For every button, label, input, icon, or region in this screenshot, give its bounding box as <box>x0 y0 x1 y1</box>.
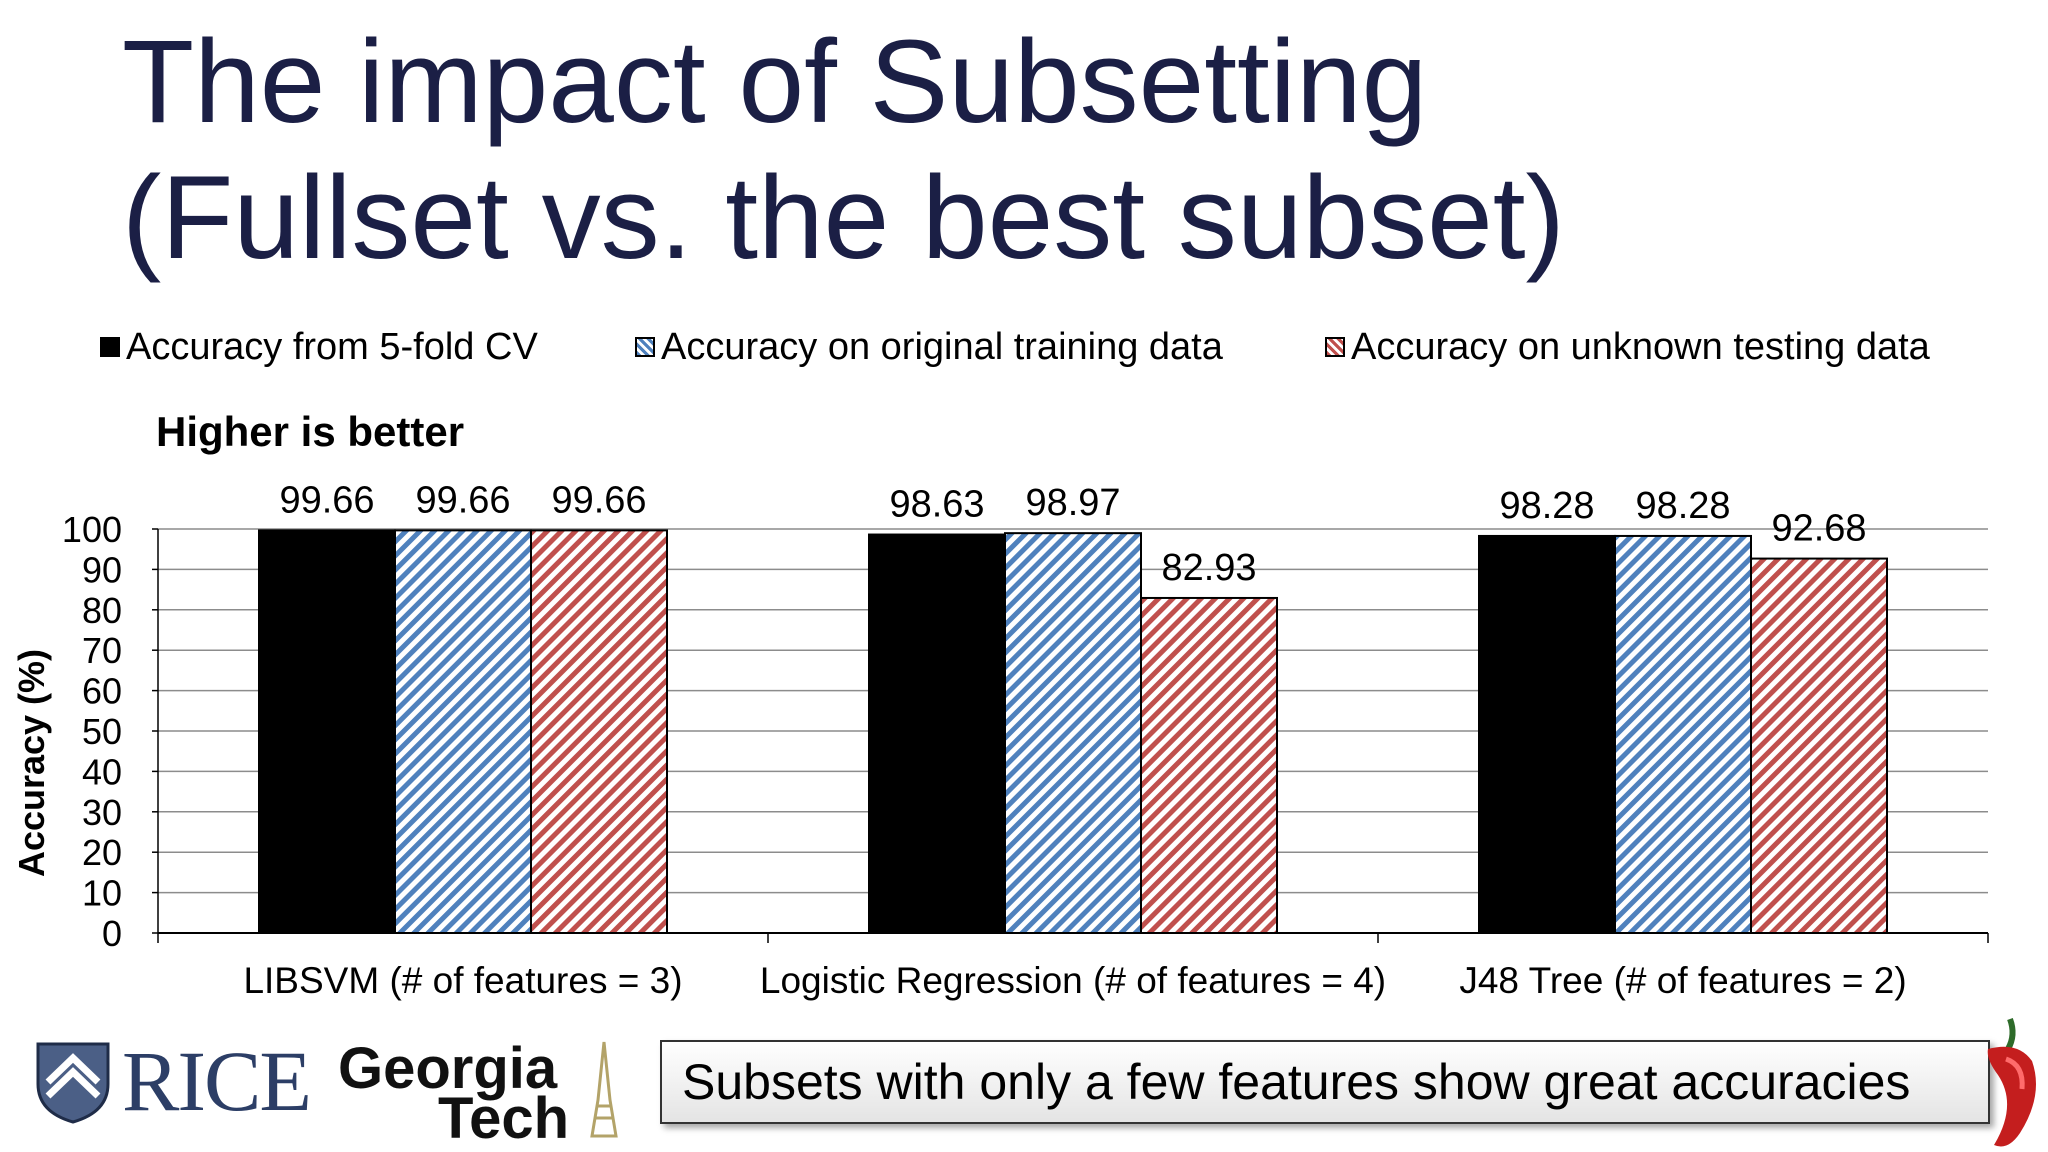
rice-logo-text: RICE <box>122 1033 312 1129</box>
tower-icon <box>590 1041 618 1138</box>
x-category-label: LIBSVM (# of features = 3) <box>243 960 682 1001</box>
bar <box>394 529 532 934</box>
y-tick-label: 100 <box>62 509 122 550</box>
gt-logo-line2: Tech <box>438 1086 570 1151</box>
pepper-icon <box>1987 1017 2036 1147</box>
data-label: 92.68 <box>1771 508 1866 550</box>
gt-logo-line1: Georgia <box>338 1036 558 1101</box>
y-tick-label: 70 <box>82 630 122 671</box>
data-label: 99.66 <box>551 479 646 521</box>
bar <box>1750 557 1888 934</box>
bar <box>868 533 1006 934</box>
legend-swatch-cv <box>100 337 120 357</box>
data-label: 98.28 <box>1635 485 1730 527</box>
chart-subtitle: Higher is better <box>156 408 464 455</box>
legend-swatch-training <box>635 337 655 357</box>
bar <box>1140 596 1278 935</box>
shield-icon <box>36 1042 110 1124</box>
rice-logo: RICE <box>30 1038 320 1124</box>
slide-title-line1: The impact of Subsetting <box>122 16 1428 148</box>
bar <box>1478 534 1616 934</box>
legend-item-training: Accuracy on original training data <box>635 325 1223 369</box>
georgia-tech-logo: Georgia Tech <box>338 1036 638 1148</box>
data-label: 99.66 <box>279 479 374 521</box>
data-label: 99.66 <box>415 479 510 521</box>
chart-legend: Accuracy from 5-fold CV Accuracy on orig… <box>100 325 1980 369</box>
y-axis-label: Accuracy (%) <box>11 649 52 877</box>
callout-box: Subsets with only a few features show gr… <box>660 1040 1990 1124</box>
y-tick-label: 30 <box>82 792 122 833</box>
y-tick-label: 0 <box>102 913 122 954</box>
legend-label-testing: Accuracy on unknown testing data <box>1351 326 1930 368</box>
y-tick-label: 40 <box>82 751 122 792</box>
legend-item-cv: Accuracy from 5-fold CV <box>100 325 538 369</box>
y-tick-label: 60 <box>82 671 122 712</box>
bar <box>258 529 396 934</box>
y-tick-label: 20 <box>82 832 122 873</box>
x-category-label: J48 Tree (# of features = 2) <box>1459 960 1906 1001</box>
slide-title: The impact of Subsetting (Fullset vs. th… <box>122 14 1565 286</box>
data-label: 98.28 <box>1499 485 1594 527</box>
legend-swatch-testing <box>1325 337 1345 357</box>
legend-label-training: Accuracy on original training data <box>661 326 1223 368</box>
bar <box>530 529 668 934</box>
y-tick-label: 90 <box>82 549 122 590</box>
callout-text: Subsets with only a few features show gr… <box>682 1054 1911 1110</box>
y-tick-label: 10 <box>82 873 122 914</box>
y-tick-label: 80 <box>82 590 122 631</box>
bar <box>1614 534 1752 934</box>
bar <box>1004 532 1142 934</box>
legend-item-testing: Accuracy on unknown testing data <box>1325 325 1930 369</box>
data-label: 82.93 <box>1161 547 1256 589</box>
x-category-label: Logistic Regression (# of features = 4) <box>760 960 1386 1001</box>
legend-label-cv: Accuracy from 5-fold CV <box>126 326 538 368</box>
data-label: 98.63 <box>889 484 984 526</box>
data-label: 98.97 <box>1025 482 1120 524</box>
slide-title-line2: (Fullset vs. the best subset) <box>122 152 1565 284</box>
y-tick-label: 50 <box>82 711 122 752</box>
